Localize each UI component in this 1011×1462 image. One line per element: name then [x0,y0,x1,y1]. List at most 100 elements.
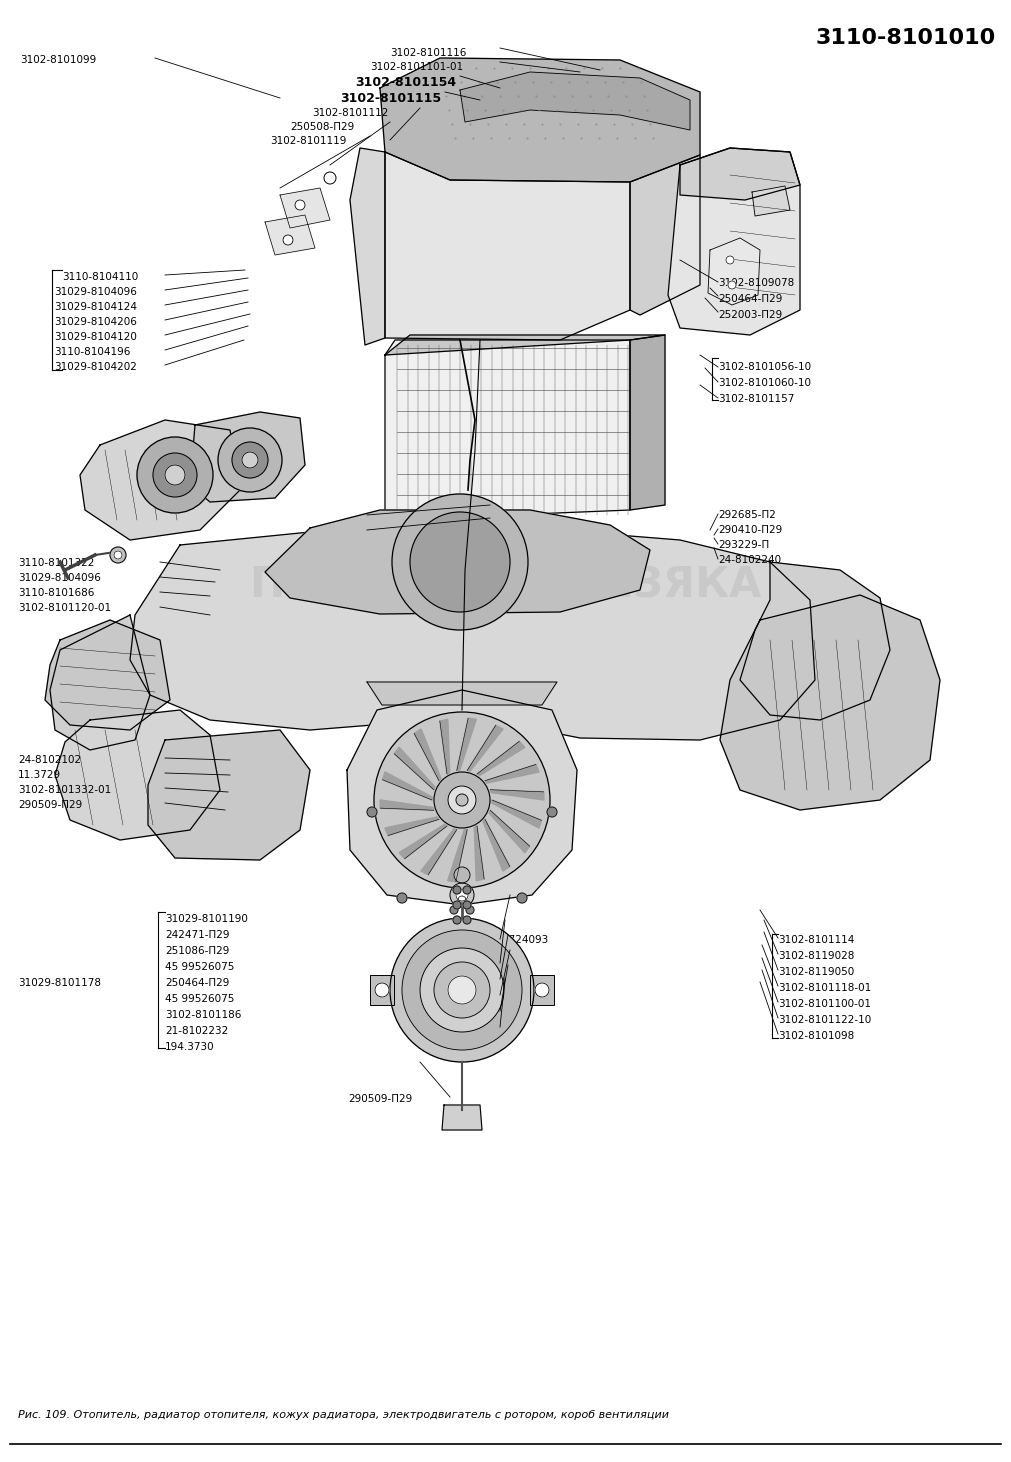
Text: 3102-8101154: 3102-8101154 [355,76,456,89]
Circle shape [726,256,734,265]
Text: 3102-8101101-01: 3102-8101101-01 [370,61,463,72]
Circle shape [547,807,557,817]
Circle shape [218,428,282,493]
Polygon shape [385,152,630,341]
Polygon shape [190,412,305,501]
Circle shape [454,867,470,883]
Polygon shape [55,711,220,841]
Circle shape [458,896,466,904]
Text: 210358-П29: 210358-П29 [455,977,520,985]
Text: 31029-8104124: 31029-8104124 [54,303,137,311]
Text: 220086-П29: 220086-П29 [455,961,520,969]
Text: 250508-П29: 250508-П29 [455,1023,520,1034]
Text: 31029-8101190: 31029-8101190 [165,914,248,924]
Text: 252003-П29: 252003-П29 [718,310,783,320]
Circle shape [420,947,504,1032]
Circle shape [535,982,549,997]
Text: 252003-П29: 252003-П29 [367,526,432,537]
Text: 3110-8101686: 3110-8101686 [18,588,94,598]
Polygon shape [448,829,467,882]
Polygon shape [45,620,170,730]
Text: 250508-П29: 250508-П29 [290,121,354,132]
Text: 250464-П29: 250464-П29 [718,294,783,304]
Text: 3102-8101119: 3102-8101119 [270,136,347,146]
Text: 3102-8101060-10: 3102-8101060-10 [718,379,811,387]
Circle shape [450,883,474,906]
Circle shape [450,906,458,914]
Text: 3102-8101098: 3102-8101098 [778,1031,854,1041]
Circle shape [463,886,471,893]
Polygon shape [490,789,544,800]
Polygon shape [385,335,665,355]
Polygon shape [380,58,700,181]
Text: 3110-8104196: 3110-8104196 [54,346,130,357]
Circle shape [397,893,407,904]
Circle shape [295,200,305,211]
Text: 3102-8101099: 3102-8101099 [20,56,96,64]
Text: 11.3729: 11.3729 [18,770,61,781]
Circle shape [165,465,185,485]
Polygon shape [50,616,150,750]
Circle shape [453,901,461,909]
Polygon shape [382,772,432,800]
Polygon shape [483,819,510,871]
Text: 3102-8101114: 3102-8101114 [778,936,854,944]
Circle shape [453,917,461,924]
Text: 194.3730: 194.3730 [165,1042,214,1053]
Text: 3102-8119028: 3102-8119028 [778,950,854,961]
Circle shape [410,512,510,613]
Circle shape [283,235,293,246]
Text: 251086-П29: 251086-П29 [165,946,229,956]
Circle shape [456,794,468,806]
Circle shape [324,173,336,184]
Circle shape [390,918,534,1061]
Polygon shape [474,826,484,880]
Text: 293229-П: 293229-П [718,539,769,550]
Polygon shape [485,765,539,784]
Text: 3102-8101186: 3102-8101186 [165,1010,242,1020]
Polygon shape [668,148,800,335]
Text: 31029-8101178: 31029-8101178 [18,978,101,988]
Text: 31029-8104206: 31029-8104206 [54,317,136,327]
Text: 242471-П29: 242471-П29 [165,930,229,940]
Polygon shape [442,1105,482,1130]
Text: 31029-8104096: 31029-8104096 [54,287,136,297]
Circle shape [448,977,476,1004]
Polygon shape [265,510,650,614]
Circle shape [453,886,461,893]
Polygon shape [280,189,330,228]
Circle shape [137,437,213,513]
Polygon shape [350,148,385,345]
Circle shape [434,772,490,827]
Polygon shape [630,335,665,510]
Text: 252154-П2: 252154-П2 [455,1007,513,1018]
Bar [370,975,394,1004]
Circle shape [232,442,268,478]
Text: 3102-8101332-01: 3102-8101332-01 [18,785,111,795]
Circle shape [114,551,122,558]
Circle shape [375,982,389,997]
Text: Рис. 109. Отопитель, радиатор отопителя, кожух радиатора, электродвигатель с рот: Рис. 109. Отопитель, радиатор отопителя,… [18,1409,669,1420]
Polygon shape [708,238,760,306]
Polygon shape [489,810,530,852]
Circle shape [456,889,468,901]
Text: 290509-П29: 290509-П29 [348,1094,412,1104]
Text: 45 99526075: 45 99526075 [165,962,235,972]
Polygon shape [467,725,503,770]
Polygon shape [380,800,434,810]
Text: 3102-8101115: 3102-8101115 [340,92,441,105]
Text: 3102-8101120-01: 3102-8101120-01 [18,602,111,613]
Text: 3102-8101112: 3102-8101112 [312,108,388,118]
Text: 3102-8101122-10: 3102-8101122-10 [778,1015,871,1025]
Text: 45 99526075: 45 99526075 [165,994,235,1004]
Polygon shape [80,420,240,539]
Circle shape [466,906,474,914]
Text: 21-8102232: 21-8102232 [165,1026,228,1037]
Text: 3102-8101100-01: 3102-8101100-01 [778,999,871,1009]
Text: 51-3724093: 51-3724093 [485,936,548,944]
Text: 3102-8101118-01: 3102-8101118-01 [778,982,871,993]
Polygon shape [680,148,800,200]
Polygon shape [367,681,557,705]
Polygon shape [415,730,441,781]
Circle shape [110,547,126,563]
